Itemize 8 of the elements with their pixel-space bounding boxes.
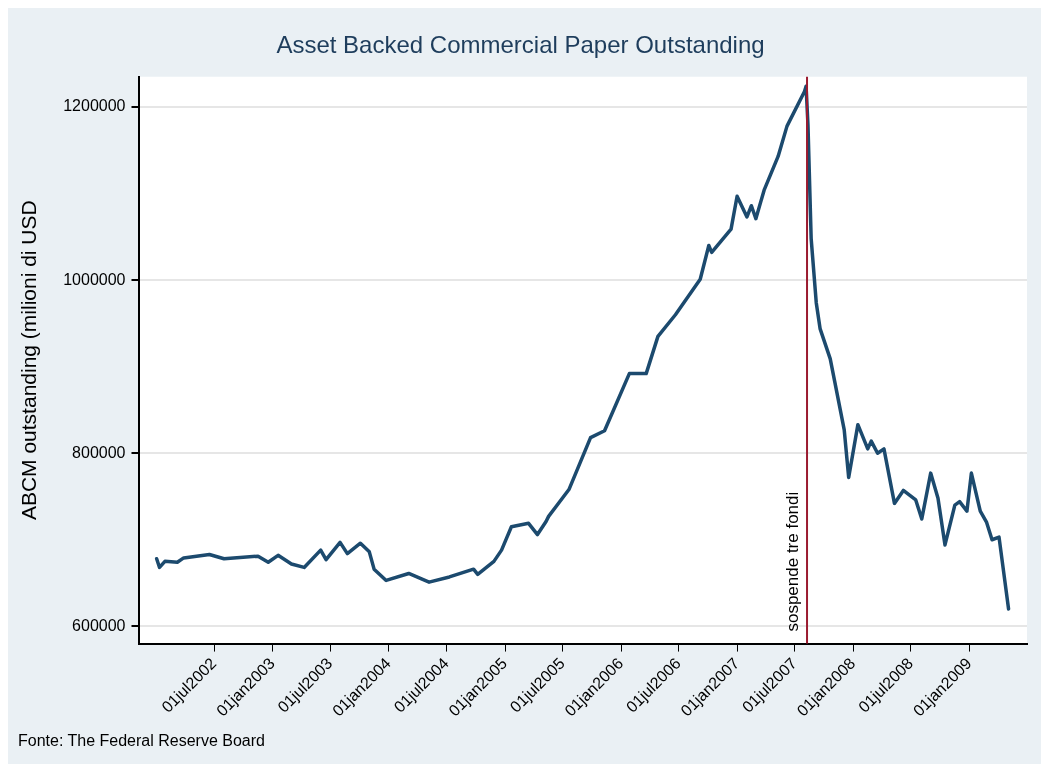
chart-title: Asset Backed Commercial Paper Outstanding <box>276 31 765 59</box>
ref-line-label: sospende tre fondi <box>782 491 802 632</box>
y-tick-label: 800000 <box>72 443 126 461</box>
y-axis-title: ABCM outstanding (milioni di USD <box>17 200 41 521</box>
y-tick-label: 1000000 <box>63 270 126 288</box>
source-note: Fonte: The Federal Reserve Board <box>18 732 265 750</box>
y-tick-label: 1200000 <box>63 97 126 115</box>
y-tick-label: 600000 <box>72 616 126 634</box>
